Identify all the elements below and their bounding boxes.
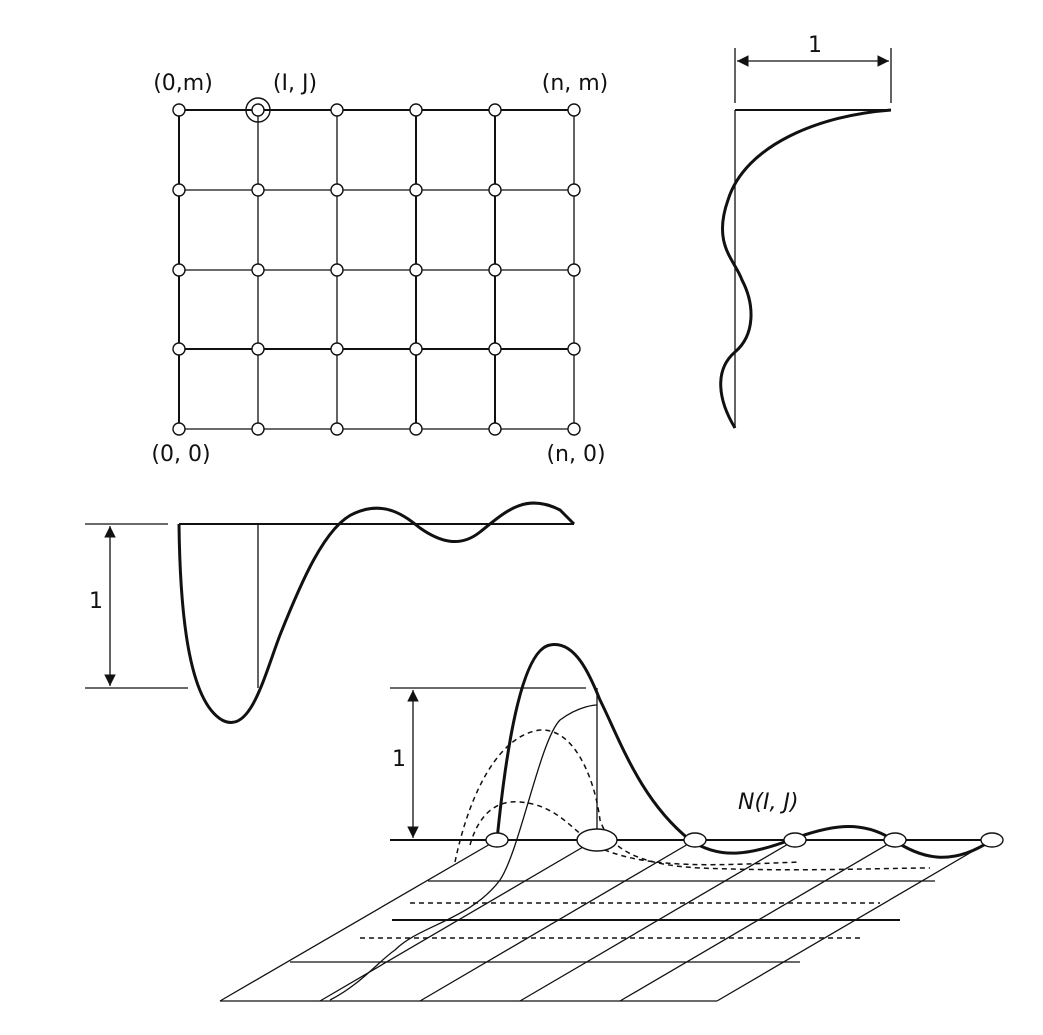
surface-basis-function: 1 — [219, 643, 1004, 1002]
grid-lines — [178, 109, 575, 430]
control-point — [172, 103, 186, 117]
surface-height-label: 1 — [392, 747, 406, 772]
control-point — [330, 422, 344, 436]
control-point — [251, 263, 265, 277]
control-point — [488, 422, 502, 436]
control-point — [488, 342, 502, 356]
control-point — [567, 183, 581, 197]
label-selected-point: (I, J) — [273, 71, 317, 96]
control-point — [409, 422, 423, 436]
selected-control-point-ring — [245, 97, 271, 123]
vertical-basis-profile: 1 — [719, 33, 892, 429]
control-point — [567, 263, 581, 277]
control-point — [330, 183, 344, 197]
control-point — [172, 263, 186, 277]
horizontal-profile-curve — [177, 501, 576, 724]
control-point — [330, 103, 344, 117]
control-point — [330, 342, 344, 356]
control-point-grid: (0,m) (I, J) (n, m) (0, 0) (n, 0) — [151, 71, 608, 467]
width-dimension-label: 1 — [808, 33, 822, 58]
control-point — [251, 342, 265, 356]
control-point — [251, 422, 265, 436]
control-points — [172, 103, 581, 436]
control-point — [172, 422, 186, 436]
surface-slice-curve — [329, 704, 598, 1001]
control-point — [409, 342, 423, 356]
control-point — [567, 103, 581, 117]
control-point — [251, 103, 265, 117]
vertical-profile-curve — [719, 108, 892, 429]
control-point — [409, 183, 423, 197]
label-bottom-right: (n, 0) — [546, 442, 605, 467]
control-point — [488, 103, 502, 117]
dashed-neighbour-curve-1 — [454, 729, 931, 871]
label-bottom-left: (0, 0) — [151, 442, 210, 467]
control-point — [488, 183, 502, 197]
control-point — [409, 103, 423, 117]
surface-control-points — [485, 828, 1004, 852]
label-top-right: (n, m) — [542, 71, 609, 96]
control-point — [172, 183, 186, 197]
horizontal-basis-profile: 1 — [85, 501, 576, 724]
control-point — [488, 263, 502, 277]
control-point — [409, 263, 423, 277]
basis-function-label: N(I, J) — [738, 790, 799, 815]
control-point — [567, 422, 581, 436]
label-top-left: (0,m) — [153, 71, 213, 96]
control-point — [251, 183, 265, 197]
control-point — [172, 342, 186, 356]
control-point — [567, 342, 581, 356]
surface-grid — [219, 839, 1000, 1002]
height-dimension-label: 1 — [89, 589, 103, 614]
control-point — [330, 263, 344, 277]
